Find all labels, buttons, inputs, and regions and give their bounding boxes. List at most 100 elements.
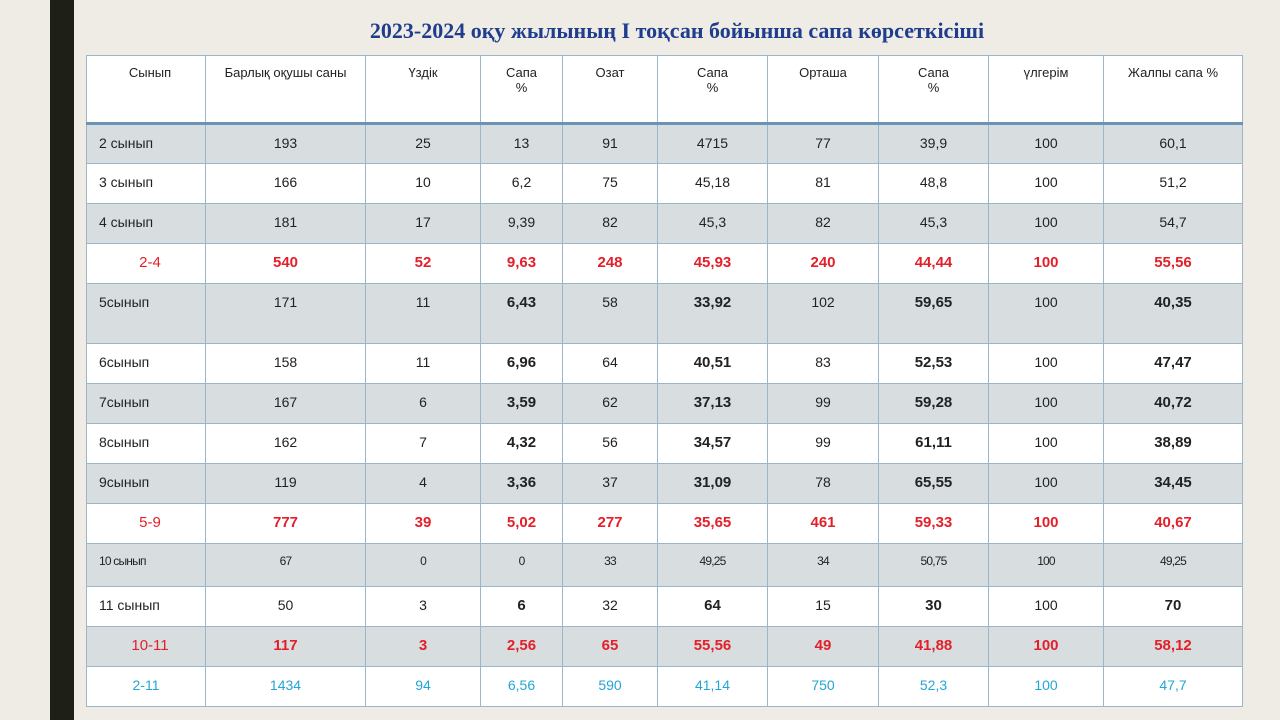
cell: 100 (988, 383, 1104, 424)
column-header: Сынып (86, 55, 206, 125)
row-label: 3 сынып (86, 163, 206, 204)
cell: 100 (988, 343, 1104, 384)
cell: 59,28 (878, 383, 989, 424)
cell: 75 (562, 163, 658, 204)
cell: 171 (205, 283, 366, 344)
cell: 590 (562, 666, 658, 707)
cell: 3 (365, 586, 481, 627)
cell: 461 (767, 503, 879, 544)
row-label: 10-11 (86, 626, 206, 667)
cell: 49,25 (1103, 543, 1243, 587)
cell: 119 (205, 463, 366, 504)
cell: 59,65 (878, 283, 989, 344)
cell: 35,65 (657, 503, 768, 544)
cell: 100 (988, 503, 1104, 544)
cell: 54,7 (1103, 203, 1243, 244)
cell: 52 (365, 243, 481, 284)
cell: 5,02 (480, 503, 563, 544)
cell: 45,18 (657, 163, 768, 204)
cell: 1434 (205, 666, 366, 707)
cell: 13 (480, 123, 563, 164)
cell: 40,67 (1103, 503, 1243, 544)
header-row: Сынып Барлық оқушы саны Үздік Сапа % Озат Сап… (86, 55, 1243, 125)
cell: 83 (767, 343, 879, 384)
table-row: 10 сынып 67 0 0 33 49,25 34 50,75 100 49,25 (86, 543, 1243, 587)
cell: 34 (767, 543, 879, 587)
row-label: 6сынып (86, 343, 206, 384)
cell: 39,9 (878, 123, 989, 164)
cell: 6,96 (480, 343, 563, 384)
cell: 33,92 (657, 283, 768, 344)
column-header: үлгерім (988, 55, 1104, 125)
cell: 540 (205, 243, 366, 284)
cell: 17 (365, 203, 481, 244)
column-header: Сапа % (657, 55, 768, 125)
table-row: 4 сынып 181 17 9,39 82 45,3 82 45,3 100 54,7 (86, 203, 1243, 244)
cell: 55,56 (1103, 243, 1243, 284)
cell: 45,3 (878, 203, 989, 244)
cell: 25 (365, 123, 481, 164)
column-header: Озат (562, 55, 658, 125)
table-row: 2-11 1434 94 6,56 590 41,14 750 52,3 100 47,7 (86, 666, 1243, 707)
cell: 48,8 (878, 163, 989, 204)
cell: 6,56 (480, 666, 563, 707)
cell: 40,51 (657, 343, 768, 384)
side-bar (50, 0, 74, 720)
column-header: Сапа % (480, 55, 563, 125)
row-label: 2-11 (86, 666, 206, 707)
cell: 39 (365, 503, 481, 544)
cell: 4,32 (480, 423, 563, 464)
cell: 58,12 (1103, 626, 1243, 667)
cell: 15 (767, 586, 879, 627)
cell: 49 (767, 626, 879, 667)
cell: 100 (988, 586, 1104, 627)
cell: 47,47 (1103, 343, 1243, 384)
cell: 3,36 (480, 463, 563, 504)
cell: 65,55 (878, 463, 989, 504)
column-header: Сапа % (878, 55, 989, 125)
cell: 166 (205, 163, 366, 204)
cell: 0 (365, 543, 481, 587)
row-label: 4 сынып (86, 203, 206, 244)
column-header: Үздік (365, 55, 481, 125)
cell: 78 (767, 463, 879, 504)
cell: 52,3 (878, 666, 989, 707)
row-label: 9сынып (86, 463, 206, 504)
cell: 100 (988, 423, 1104, 464)
cell: 248 (562, 243, 658, 284)
cell: 100 (988, 123, 1104, 164)
cell: 38,89 (1103, 423, 1243, 464)
column-header: Жалпы сапа % (1103, 55, 1243, 125)
cell: 100 (988, 543, 1104, 587)
cell: 64 (562, 343, 658, 384)
cell: 31,09 (657, 463, 768, 504)
cell: 100 (988, 463, 1104, 504)
cell: 45,93 (657, 243, 768, 284)
cell: 117 (205, 626, 366, 667)
cell: 750 (767, 666, 879, 707)
row-label: 5-9 (86, 503, 206, 544)
cell: 193 (205, 123, 366, 164)
cell: 162 (205, 423, 366, 464)
table-row: 7сынып 167 6 3,59 62 37,13 99 59,28 100 40,72 (86, 383, 1243, 424)
cell: 181 (205, 203, 366, 244)
column-header: Барлық оқушы саны (205, 55, 366, 125)
cell: 64 (657, 586, 768, 627)
table-row: 5сынып 171 11 6,43 58 33,92 102 59,65 100 40,35 (86, 283, 1243, 344)
cell: 52,53 (878, 343, 989, 384)
cell: 40,35 (1103, 283, 1243, 344)
cell: 6 (365, 383, 481, 424)
cell: 240 (767, 243, 879, 284)
table-row: 6сынып 158 11 6,96 64 40,51 83 52,53 100 47,47 (86, 343, 1243, 384)
cell: 100 (988, 666, 1104, 707)
row-label: 11 сынып (86, 586, 206, 627)
cell: 62 (562, 383, 658, 424)
cell: 277 (562, 503, 658, 544)
cell: 50,75 (878, 543, 989, 587)
cell: 11 (365, 343, 481, 384)
cell: 4715 (657, 123, 768, 164)
cell: 6 (480, 586, 563, 627)
row-label: 7сынып (86, 383, 206, 424)
cell: 4 (365, 463, 481, 504)
cell: 34,57 (657, 423, 768, 464)
